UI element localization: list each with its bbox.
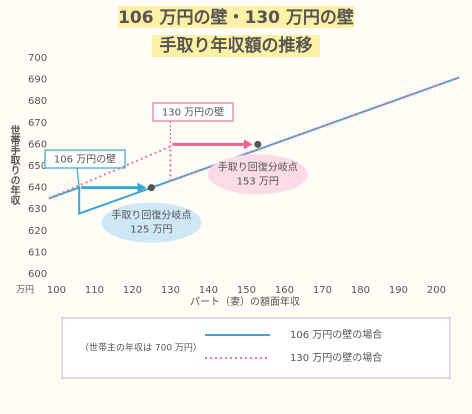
point-label: 125 万円 [130, 225, 172, 236]
arrow-head [243, 139, 253, 150]
callout-box [44, 149, 126, 169]
x-tick-label: 110 [85, 285, 104, 296]
x-tick-label: 150 [237, 285, 256, 296]
y-tick-label: 640 [28, 183, 47, 194]
title-highlight [118, 6, 354, 28]
recovery-point [147, 184, 155, 192]
legend-note: （世帯主の年収は 700 万円） [80, 342, 202, 354]
arrow-head [137, 182, 147, 193]
point-label: 手取り回復分岐点 [111, 209, 191, 222]
point-bubble [207, 154, 308, 195]
callout-box [152, 102, 234, 122]
legend-box [61, 317, 451, 379]
y-tick-label: 610 [28, 247, 47, 258]
x-tick-label: 160 [275, 285, 294, 296]
legend-label: 130 万円の壁の場合 [290, 351, 382, 364]
x-tick-label: 190 [389, 285, 408, 296]
callout-pointer [76, 167, 80, 188]
x-tick-label: 120 [123, 285, 142, 296]
x-tick-label: 200 [427, 285, 446, 296]
y-tick-label: 600 [28, 269, 47, 280]
recovery-point [254, 140, 262, 148]
callout-label: 130 万円の壁 [162, 106, 224, 119]
chart-title: 106 万円の壁・130 万円の壁 [118, 7, 354, 28]
x-tick-label: 130 [161, 285, 180, 296]
x-tick-label: 180 [351, 285, 370, 296]
point-label: 手取り回復分岐点 [218, 160, 298, 173]
legend-label: 106 万円の壁の場合 [290, 328, 382, 341]
chart-subtitle: 手取り年収額の推移 [160, 35, 313, 56]
y-tick-label: 670 [28, 118, 47, 129]
y-tick-label: 690 [28, 75, 47, 86]
y-tick-label: 620 [28, 226, 47, 237]
point-bubble [101, 202, 202, 243]
subtitle-highlight [152, 35, 320, 57]
y-tick-label: 650 [28, 161, 47, 172]
y-tick-label: 700 [28, 53, 47, 64]
y-tick-label: 630 [28, 204, 47, 215]
y-tick-label: 680 [28, 96, 47, 107]
x-tick-label: 140 [199, 285, 218, 296]
point-label: 153 万円 [237, 176, 279, 187]
x-tick-label: 100 [47, 285, 66, 296]
x-axis-label: パート（妻）の額面年収 [190, 295, 300, 308]
x-unit: 万円 [16, 285, 34, 296]
y-tick-label: 660 [28, 139, 47, 150]
x-tick-label: 170 [313, 285, 332, 296]
y-axis-label: 世帯手取りの年収 [8, 124, 20, 206]
callout-label: 106 万円の壁 [54, 153, 116, 166]
series-line [48, 76, 460, 200]
